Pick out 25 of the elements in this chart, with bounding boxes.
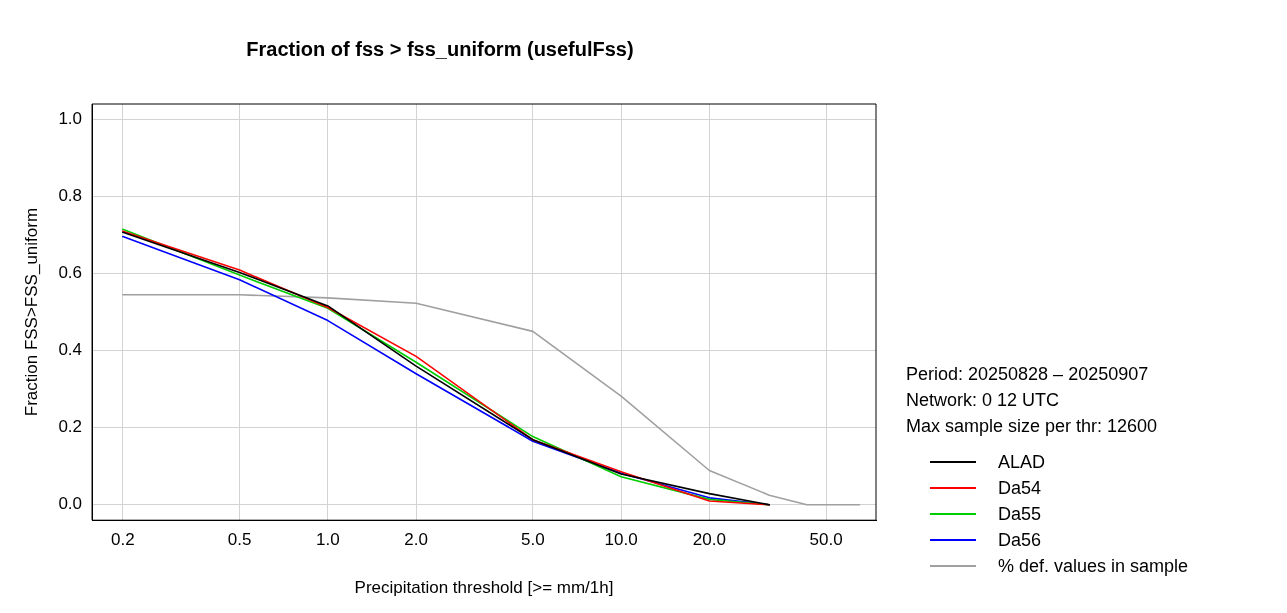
text: Network: 0 12 UTC: [906, 389, 1061, 412]
y-tick-label: 0.4: [58, 340, 83, 360]
y-tick-label: 1.0: [58, 109, 83, 129]
legend-label: Da55: [998, 503, 1042, 526]
x-tick-label: 0.5: [227, 530, 252, 550]
x-tick-label: 2.0: [404, 530, 428, 550]
x-tick-label: 1.0: [316, 530, 340, 550]
text: Max sample size per thr: 12600: [906, 415, 1159, 438]
x-tick-label: 20.0: [692, 530, 726, 550]
y-axis-title: Fraction FSS>FSS_uniform: [21, 207, 41, 417]
legend-label: ALAD: [998, 451, 1046, 474]
x-axis-title: Precipitation threshold [>= mm/1h]: [354, 578, 614, 598]
legend-label: % def. values in sample: [998, 555, 1189, 578]
x-tick-label: 10.0: [604, 530, 638, 550]
text: Period: 20250828 – 20250907: [906, 363, 1150, 386]
x-tick-label: 0.2: [111, 530, 135, 550]
x-tick-label: 50.0: [809, 530, 843, 550]
y-tick-label: 0.2: [58, 417, 83, 437]
legend-label: Da56: [998, 529, 1042, 552]
legend-label: Da54: [998, 477, 1042, 500]
y-tick-label: 0.6: [58, 263, 83, 283]
y-tick-label: 0.0: [58, 494, 83, 514]
y-tick-label: 0.8: [58, 186, 83, 206]
chart-title: Fraction of fss > fss_uniform (usefulFss): [246, 37, 634, 60]
x-tick-label: 5.0: [520, 530, 545, 550]
